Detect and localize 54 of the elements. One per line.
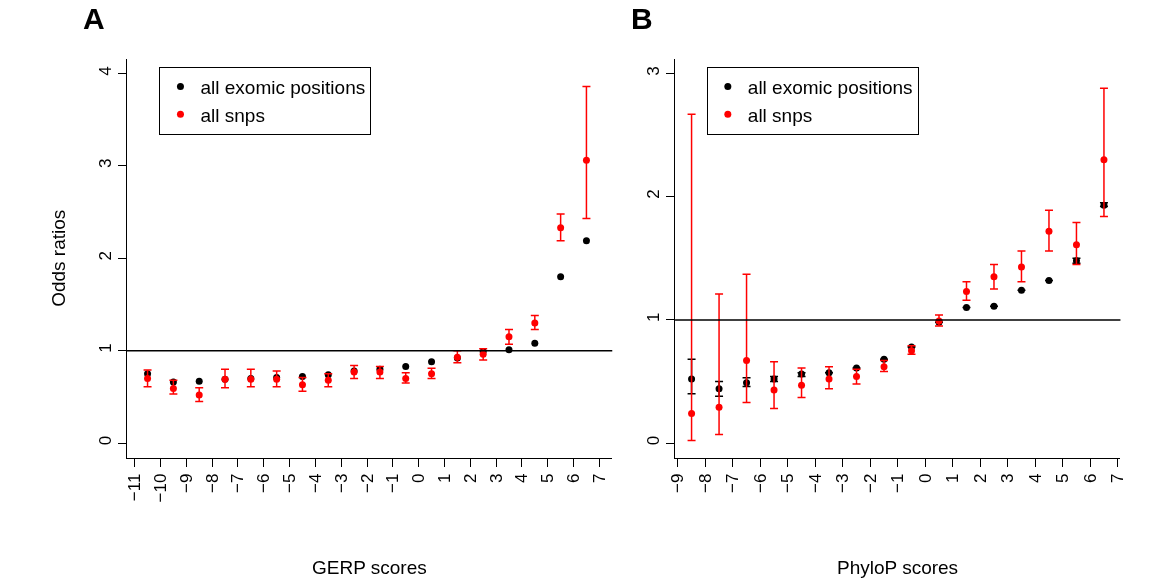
y-tick-label: 0 [644,435,664,446]
x-tick-label: −2 [860,473,880,494]
x-tick-label: −7 [723,473,743,494]
x-tick-label: 7 [589,473,609,484]
y-tick-label: 1 [96,343,116,353]
legend-label: all exomic positions [200,76,366,98]
y-tick-label: 4 [96,66,116,76]
x-tick-label: −4 [805,473,825,494]
x-axis-title: PhyloP scores [837,557,959,578]
y-tick-label: 2 [644,189,664,199]
x-tick-label: −6 [750,473,770,494]
x-axis-title: GERP scores [312,557,427,578]
legend-label: all exomic positions [747,76,913,98]
x-tick-label: −9 [668,473,688,494]
x-tick-label: −8 [202,473,222,494]
x-tick-label: 2 [460,473,480,484]
legend-label: all snps [747,104,813,126]
x-tick-label: −2 [357,473,377,494]
x-tick-label: 4 [1025,473,1045,484]
x-tick-label: 3 [486,473,506,484]
x-tick-label: −1 [383,473,403,494]
x-tick-label: 1 [943,473,963,484]
x-tick-label: −5 [280,473,300,494]
x-tick-label: 3 [998,473,1018,484]
y-axis-title: Odds ratios [47,209,69,307]
chart-title: A [83,2,105,35]
x-tick-label: 2 [970,473,990,484]
y-tick-label: 2 [96,251,116,261]
y-tick-label: 3 [644,66,664,76]
x-tick-label: −3 [833,473,853,494]
x-tick-label: 7 [1108,473,1128,484]
y-tick-label: 3 [96,158,116,169]
x-tick-label: −4 [305,473,325,494]
x-tick-label: 4 [512,473,532,484]
x-tick-label: −8 [695,473,715,494]
x-tick-label: −11 [125,473,145,502]
x-tick-label: −9 [176,473,196,494]
x-tick-label: 5 [1053,473,1073,484]
legend-label: all snps [200,104,265,126]
x-tick-label: −5 [778,473,798,494]
x-tick-label: 1 [434,473,454,484]
x-tick-label: −10 [150,473,170,503]
x-tick-label: 0 [915,473,935,484]
x-tick-label: −1 [888,473,908,494]
x-tick-label: −6 [254,473,274,494]
x-tick-label: −3 [331,473,351,494]
y-tick-label: 1 [644,312,664,323]
x-tick-label: 6 [1080,473,1100,484]
x-tick-label: 5 [538,473,558,484]
y-tick-label: 0 [96,435,116,446]
chart-title: B [631,2,653,35]
x-tick-label: 6 [564,473,584,484]
x-tick-label: 0 [409,473,429,484]
x-tick-label: −7 [228,473,248,494]
